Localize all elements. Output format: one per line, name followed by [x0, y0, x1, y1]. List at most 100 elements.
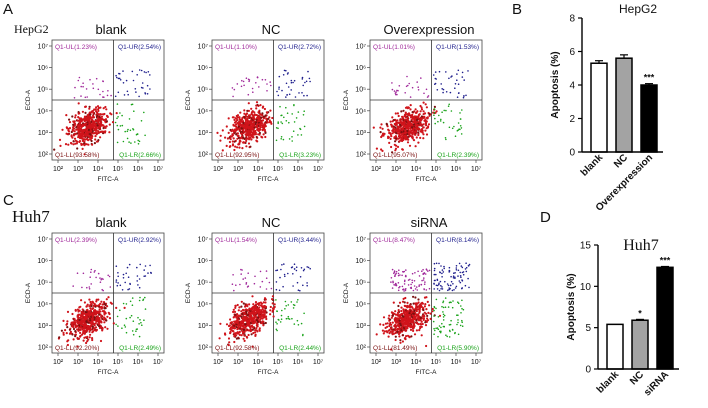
dot-LL: [93, 327, 96, 330]
x-tick-label: 10⁷: [153, 359, 164, 366]
dot-UL: [77, 79, 80, 82]
y-tick-label: 10⁵: [197, 87, 208, 94]
dot-UL: [428, 269, 431, 272]
dot-UR: [115, 265, 118, 267]
dot-LL: [91, 116, 94, 119]
dot-UL: [89, 276, 91, 278]
dot-LL: [86, 138, 89, 141]
dot-LL: [270, 122, 273, 125]
dot-LL: [259, 304, 262, 307]
dot-UL: [391, 82, 393, 84]
dot-UL: [95, 276, 97, 279]
dot-LR: [460, 312, 462, 314]
dot-LL: [417, 319, 421, 322]
dot-LR: [292, 307, 295, 309]
dot-LL: [66, 343, 69, 347]
dot-LL: [403, 322, 406, 325]
dot-LL: [95, 298, 98, 301]
dot-UR: [275, 288, 278, 291]
dot-UR: [298, 92, 300, 94]
dot-LL: [268, 116, 271, 119]
y-tick-label: 10⁶: [355, 258, 366, 265]
dot-UR: [143, 71, 146, 73]
dot-UL: [82, 85, 84, 88]
x-tick-label: 10²: [371, 166, 382, 173]
y-tick-label: 4: [569, 81, 575, 92]
dot-LL: [74, 114, 77, 117]
event-dots: [375, 262, 471, 351]
dot-LL: [235, 123, 238, 126]
dot-LL: [254, 301, 258, 304]
dot-LL: [247, 319, 250, 322]
dot-LL: [110, 113, 113, 116]
dot-LL: [108, 123, 111, 126]
dot-LL: [96, 118, 99, 122]
dot-LL: [249, 130, 253, 133]
dot-LL: [85, 305, 88, 308]
dot-LR: [126, 137, 129, 140]
dot-UR: [281, 89, 283, 92]
dot-LR: [451, 306, 454, 309]
dot-LR: [440, 330, 442, 333]
dot-LL: [408, 335, 411, 338]
dot-LR: [138, 299, 141, 302]
x-tick-label: 10²: [213, 166, 224, 173]
dot-LL: [258, 123, 261, 126]
dot-LL: [78, 124, 81, 127]
dot-UR: [447, 289, 449, 292]
dot-LL: [426, 300, 429, 303]
dot-LL: [406, 119, 409, 122]
dot-UR: [433, 262, 436, 265]
dot-LR: [435, 327, 437, 330]
dot-UL: [242, 278, 244, 280]
dot-LL: [240, 320, 243, 323]
quadrant-label-LL: Q1-LL(95.07%): [373, 152, 417, 159]
dot-LL: [387, 329, 390, 332]
dot-UL: [247, 93, 250, 96]
dot-UL: [102, 80, 104, 83]
dot-LR: [460, 127, 463, 129]
dot-LL: [401, 139, 404, 143]
dot-UR: [443, 265, 445, 268]
dot-LL: [233, 332, 236, 335]
x-tick-label: 10³: [391, 359, 402, 366]
dot-LL: [387, 135, 390, 138]
dot-LL: [390, 123, 393, 126]
dot-UL: [391, 88, 394, 91]
dot-LL: [103, 321, 106, 324]
dot-LL: [402, 109, 405, 112]
quadrant-label-UR: Q1-UR(2.72%): [278, 44, 321, 51]
dot-LL: [90, 139, 93, 143]
dot-LL: [89, 333, 92, 336]
dot-LL: [418, 329, 421, 332]
dot-LL: [105, 298, 108, 301]
dot-LL: [100, 117, 103, 120]
x-tick-label: 10⁶: [293, 359, 304, 366]
dot-LR: [284, 308, 286, 310]
dot-UL: [246, 286, 249, 288]
dot-LR: [441, 111, 443, 113]
dot-UL: [391, 287, 394, 289]
dot-UL: [233, 289, 235, 292]
x-tick-label: 10⁵: [431, 359, 442, 366]
dot-UL: [107, 274, 109, 277]
dot-LL: [74, 139, 77, 142]
dot-LR: [454, 135, 457, 137]
dot-UL: [102, 96, 104, 98]
quadrant-label-UL: Q1-UL(8.47%): [373, 237, 415, 244]
dot-LL: [406, 141, 410, 144]
dot-LL: [85, 122, 88, 125]
dot-LL: [395, 129, 398, 132]
y-axis-label: ECD-A: [343, 282, 350, 303]
dot-LL: [389, 133, 392, 136]
dot-LL: [256, 324, 259, 327]
dot-LL: [427, 123, 431, 126]
dot-LL: [76, 328, 79, 331]
dot-LR: [447, 306, 450, 308]
dot-LL: [400, 329, 403, 332]
dot-LL: [413, 133, 416, 136]
dot-LL: [269, 313, 272, 316]
quadrant-label-UL: Q1-UL(1.10%): [215, 44, 257, 51]
dot-LL: [257, 316, 260, 319]
